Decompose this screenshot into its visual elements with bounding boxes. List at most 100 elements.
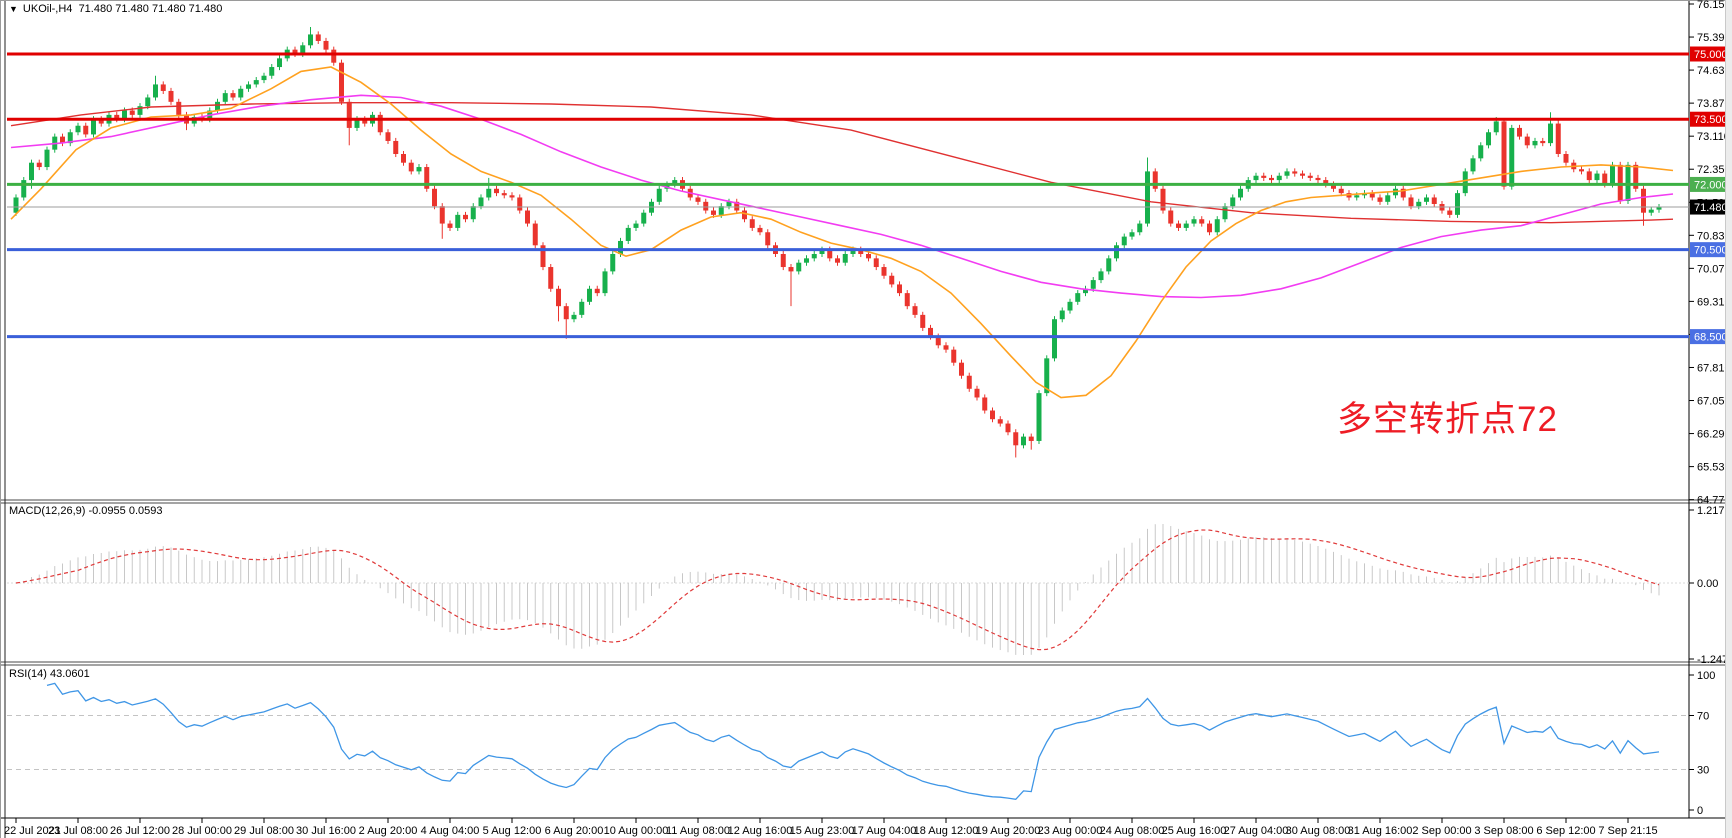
ohlc-values: 71.480 71.480 71.480 71.480 (78, 3, 223, 15)
candle (424, 167, 430, 189)
candle (672, 180, 678, 185)
candle (656, 188, 662, 202)
candle (1044, 358, 1050, 394)
candle (587, 288, 592, 302)
candle (408, 162, 414, 172)
time-axis-label: 23 Aug 00:00 (1038, 825, 1103, 837)
time-axis-label: 24 Aug 08:00 (1100, 825, 1165, 837)
candle (835, 258, 840, 263)
time-axis-label: 27 Aug 04:00 (1224, 825, 1289, 837)
candle (261, 75, 267, 81)
candle (75, 125, 81, 133)
candle (951, 349, 957, 363)
time-axis-label: 10 Aug 00:00 (604, 825, 669, 837)
candle (1610, 164, 1615, 185)
level-price-badge: 68.500 (1694, 332, 1728, 344)
level-price-badge: 73.500 (1694, 114, 1728, 126)
rsi-indicator-label: RSI(14) 43.0601 (9, 668, 90, 680)
time-axis-label: 31 Aug 16:00 (1348, 825, 1413, 837)
price-axis: 76.15075.39074.63073.87073.11072.35071.5… (1689, 0, 1732, 507)
candle (633, 223, 639, 228)
level-price-badge: 72.000 (1694, 179, 1728, 191)
candle (1509, 127, 1515, 187)
level-price-badge: 75.000 (1694, 49, 1728, 61)
candle (1517, 127, 1522, 137)
candle (1168, 210, 1174, 224)
time-axis-label: 11 Aug 08:00 (666, 825, 730, 837)
candle (470, 206, 476, 220)
candle (1455, 193, 1460, 215)
candle (850, 249, 856, 254)
candle (1633, 164, 1639, 189)
price-axis-label: 72.350 (1697, 164, 1731, 176)
candle (1160, 188, 1166, 211)
candle (91, 119, 96, 135)
price-axis-label: 76.150 (1697, 0, 1731, 11)
candle (1067, 301, 1073, 311)
candle (222, 93, 228, 102)
time-axis-label: 29 Jul 08:00 (234, 825, 294, 837)
candle (703, 201, 709, 211)
candle (393, 140, 399, 154)
candle (1579, 169, 1584, 172)
candle (858, 249, 864, 254)
candle (486, 188, 492, 198)
price-axis-label: 73.870 (1697, 98, 1731, 110)
candle (804, 258, 809, 263)
macd-axis-label: 1.2172 (1697, 505, 1731, 517)
candle (29, 162, 34, 181)
candle (579, 301, 585, 315)
price-axis-label: 74.630 (1697, 65, 1731, 77)
time-axis-label: 6 Sep 12:00 (1536, 825, 1595, 837)
candle (1207, 223, 1212, 233)
candle (145, 97, 151, 107)
candle (517, 197, 523, 211)
candle (1098, 271, 1104, 281)
candle (1524, 136, 1530, 146)
candle (323, 40, 329, 50)
rsi-axis-label: 100 (1697, 670, 1715, 682)
candle (1563, 153, 1569, 163)
macd-indicator-label: MACD(12,26,9) -0.0955 0.0593 (9, 505, 163, 517)
candle (478, 197, 484, 207)
price-axis-label: 64.770 (1697, 495, 1731, 507)
candle (1075, 293, 1081, 302)
price-axis-label: 66.290 (1697, 429, 1731, 441)
right-gutter (1725, 0, 1732, 838)
candle (1555, 123, 1561, 154)
candle (1238, 188, 1243, 198)
candle (695, 197, 701, 202)
candle (1625, 164, 1631, 201)
candle (269, 67, 275, 76)
macd-panel: 1.2172 0.00 -1.2479 (7, 505, 1732, 666)
candle (881, 267, 887, 276)
candle (1540, 140, 1546, 144)
candle (966, 375, 972, 389)
rsi-axis-label: 30 (1697, 765, 1709, 777)
candle (308, 34, 313, 46)
candle (618, 240, 623, 254)
candle (912, 306, 918, 315)
candle (238, 88, 244, 98)
price-axis-label: 65.530 (1697, 462, 1731, 474)
candle (1354, 195, 1360, 198)
candle (98, 119, 104, 124)
candle (339, 62, 344, 102)
candle (1478, 145, 1484, 159)
candle (1400, 188, 1406, 198)
candle (780, 253, 786, 268)
level-price-badge-bg (1690, 329, 1732, 345)
time-axis-label: 15 Aug 23:00 (790, 825, 855, 837)
rsi-line (46, 682, 1660, 800)
candle (246, 84, 251, 89)
dropdown-triangle-icon[interactable]: ▼ (9, 4, 18, 14)
candle (1641, 188, 1646, 213)
candle (1486, 132, 1491, 146)
candle (215, 101, 220, 111)
candle (641, 212, 647, 224)
candle (253, 80, 259, 85)
candle (1416, 201, 1422, 207)
time-axis-label: 7 Sep 21:15 (1598, 825, 1657, 837)
candle (1199, 219, 1205, 224)
